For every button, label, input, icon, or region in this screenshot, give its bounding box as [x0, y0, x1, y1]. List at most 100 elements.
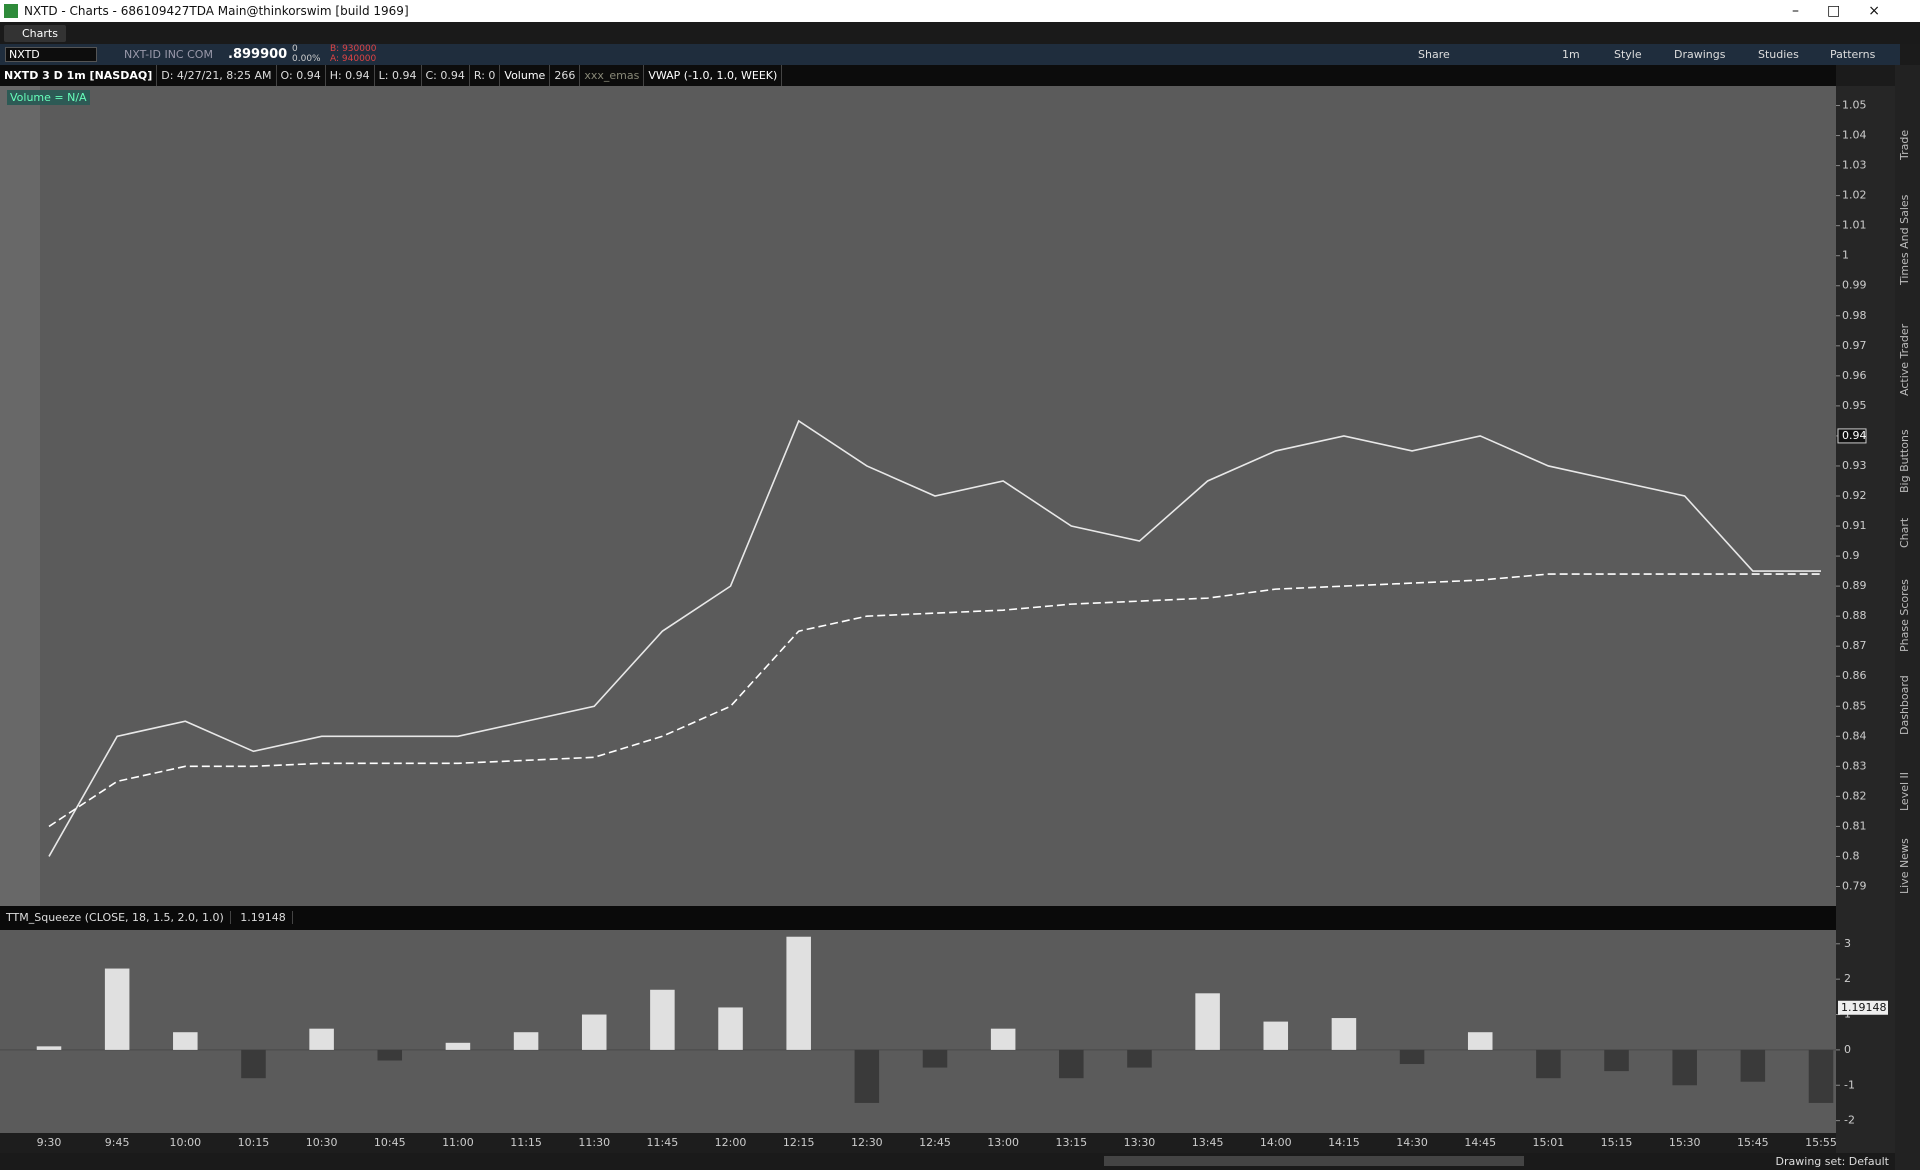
squeeze-header: TTM_Squeeze (CLOSE, 18, 1.5, 2.0, 1.0) 1…: [0, 906, 1836, 930]
studies-button[interactable]: Studies: [1758, 48, 1799, 61]
date: D: 4/27/21, 8:25 AM: [157, 65, 277, 86]
x-tick-label: 13:30: [1124, 1136, 1156, 1149]
x-tick-label: 14:15: [1328, 1136, 1360, 1149]
side-tab[interactable]: Phase Scores: [1898, 579, 1911, 652]
histogram-bar: [718, 1007, 743, 1050]
tab-bar: Charts: [0, 22, 1920, 44]
side-tab[interactable]: Trade: [1898, 129, 1911, 160]
histogram-bar: [1604, 1049, 1629, 1072]
x-tick-label: 12:00: [715, 1136, 747, 1149]
open: O: 0.94: [277, 65, 326, 86]
window-title: NXTD - Charts - 686109427TDA Main@thinko…: [0, 0, 1920, 22]
y-tick-label: 0.87: [1842, 639, 1867, 652]
price-line: [48, 419, 1821, 857]
symbol-box[interactable]: NXTD: [5, 47, 97, 62]
scrollbar[interactable]: [1104, 1156, 1524, 1166]
y-tick-label: 3: [1844, 937, 1851, 950]
y-tick-label: 0.85: [1842, 699, 1867, 712]
x-tick-label: 11:00: [442, 1136, 474, 1149]
drawings-button[interactable]: Drawings: [1674, 48, 1726, 61]
histogram-bar: [1195, 993, 1220, 1050]
squeeze-title: TTM_Squeeze (CLOSE, 18, 1.5, 2.0, 1.0): [0, 911, 231, 924]
y-tick-label: 1.04: [1842, 129, 1867, 142]
histogram-bar: [445, 1042, 471, 1050]
y-tick-label: 0: [1844, 1043, 1851, 1056]
x-tick-label: 12:15: [783, 1136, 815, 1149]
value-box: [1838, 1000, 1888, 1015]
y-tick-label: 0.88: [1842, 609, 1867, 622]
x-tick-label: 13:15: [1055, 1136, 1087, 1149]
volume-label: Volume = N/A: [7, 90, 90, 105]
histogram-bar: [1059, 1049, 1084, 1079]
price-plot: [0, 86, 1836, 906]
histogram-bar: [650, 989, 675, 1050]
patterns-button[interactable]: Patterns: [1830, 48, 1876, 61]
x-tick-label: 12:45: [919, 1136, 951, 1149]
y-tick-label: 0.92: [1842, 489, 1867, 502]
y-tick-label: 0.93: [1842, 459, 1867, 472]
x-tick-label: 13:45: [1192, 1136, 1224, 1149]
side-tab[interactable]: Dashboard: [1898, 675, 1911, 735]
last-price-label: 0.94: [1842, 429, 1867, 442]
histogram-bar: [786, 936, 811, 1050]
side-tab[interactable]: Times And Sales: [1898, 194, 1911, 285]
histogram-bar: [1467, 1032, 1493, 1050]
x-tick-label: 15:01: [1533, 1136, 1565, 1149]
y-tick-label: 0.81: [1842, 819, 1867, 832]
side-tab[interactable]: Level II: [1898, 771, 1911, 811]
y-tick-label: 0.84: [1842, 729, 1867, 742]
toolbar: NXTD NXT-ID INC COM .899900 0 0.00% B: 9…: [0, 44, 1900, 65]
y-tick-label: -1: [1844, 1078, 1855, 1091]
low: L: 0.94: [375, 65, 422, 86]
y-tick-label: 1.03: [1842, 159, 1867, 172]
histogram-bar: [922, 1049, 948, 1068]
interval[interactable]: 1m: [1562, 48, 1580, 61]
y-tick-label: 0.83: [1842, 759, 1867, 772]
x-tick-label: 10:45: [374, 1136, 406, 1149]
histogram-bar: [309, 1028, 334, 1050]
drawing-set[interactable]: Drawing set: Default: [1775, 1155, 1889, 1168]
x-tick-label: 15:55: [1805, 1136, 1837, 1149]
squeeze-value: 1.19148: [234, 911, 293, 924]
y-tick-label: 1.05: [1842, 99, 1867, 112]
share-button[interactable]: Share: [1418, 48, 1450, 61]
app-icon: [4, 4, 18, 18]
side-tab[interactable]: Live News: [1898, 838, 1911, 894]
volume-title: Volume: [500, 65, 551, 86]
tab[interactable]: Charts: [4, 25, 66, 42]
side-tabs: Trade Times And Sales Active Trader Big But…: [1895, 65, 1920, 1170]
histogram-bar: [1740, 1049, 1766, 1082]
change: 0: [292, 44, 298, 54]
histogram-bar: [854, 1049, 880, 1103]
histogram-bar: [1808, 1049, 1834, 1103]
study-name: xxx_emas: [580, 65, 645, 86]
y-tick-label: 1.02: [1842, 189, 1867, 202]
close: C: 0.94: [422, 65, 470, 86]
side-tab[interactable]: Chart: [1898, 517, 1911, 548]
x-tick-label: 11:30: [578, 1136, 610, 1149]
x-tick-label: 10:00: [169, 1136, 201, 1149]
histogram-bar: [173, 1032, 198, 1050]
bid: B: 930000: [330, 44, 377, 54]
side-tab[interactable]: Active Trader: [1898, 323, 1911, 396]
histogram-bar: [104, 968, 130, 1050]
y-tick-label: 0.9: [1842, 549, 1860, 562]
volume: 266: [550, 65, 581, 86]
style-button[interactable]: Style: [1614, 48, 1642, 61]
x-tick-label: 10:30: [306, 1136, 338, 1149]
window-controls[interactable]: –□×: [1792, 3, 1908, 19]
y-tick-label: 0.79: [1842, 879, 1867, 892]
y-tick-label: 0.91: [1842, 519, 1867, 532]
last-price: .899900: [228, 47, 288, 62]
x-tick-label: 13:00: [987, 1136, 1019, 1149]
company: NXT-ID INC COM: [124, 48, 213, 61]
change-pct: 0.00%: [292, 54, 321, 64]
y-tick-label: 0.89: [1842, 579, 1867, 592]
y-tick-label: 0.96: [1842, 369, 1867, 382]
chart: 0.79 0.8 0.81 0.82 0.83 0.84 0.85 0.86 0.87 0.88 0…: [0, 86, 1895, 1153]
histogram-bar: [377, 1049, 403, 1061]
info-bar: NXTD 3 D 1m [NASDAQ] D: 4/27/21, 8:25 AM…: [0, 65, 1836, 86]
ask: A: 940000: [330, 54, 377, 64]
side-tab[interactable]: Big Buttons: [1898, 429, 1911, 493]
